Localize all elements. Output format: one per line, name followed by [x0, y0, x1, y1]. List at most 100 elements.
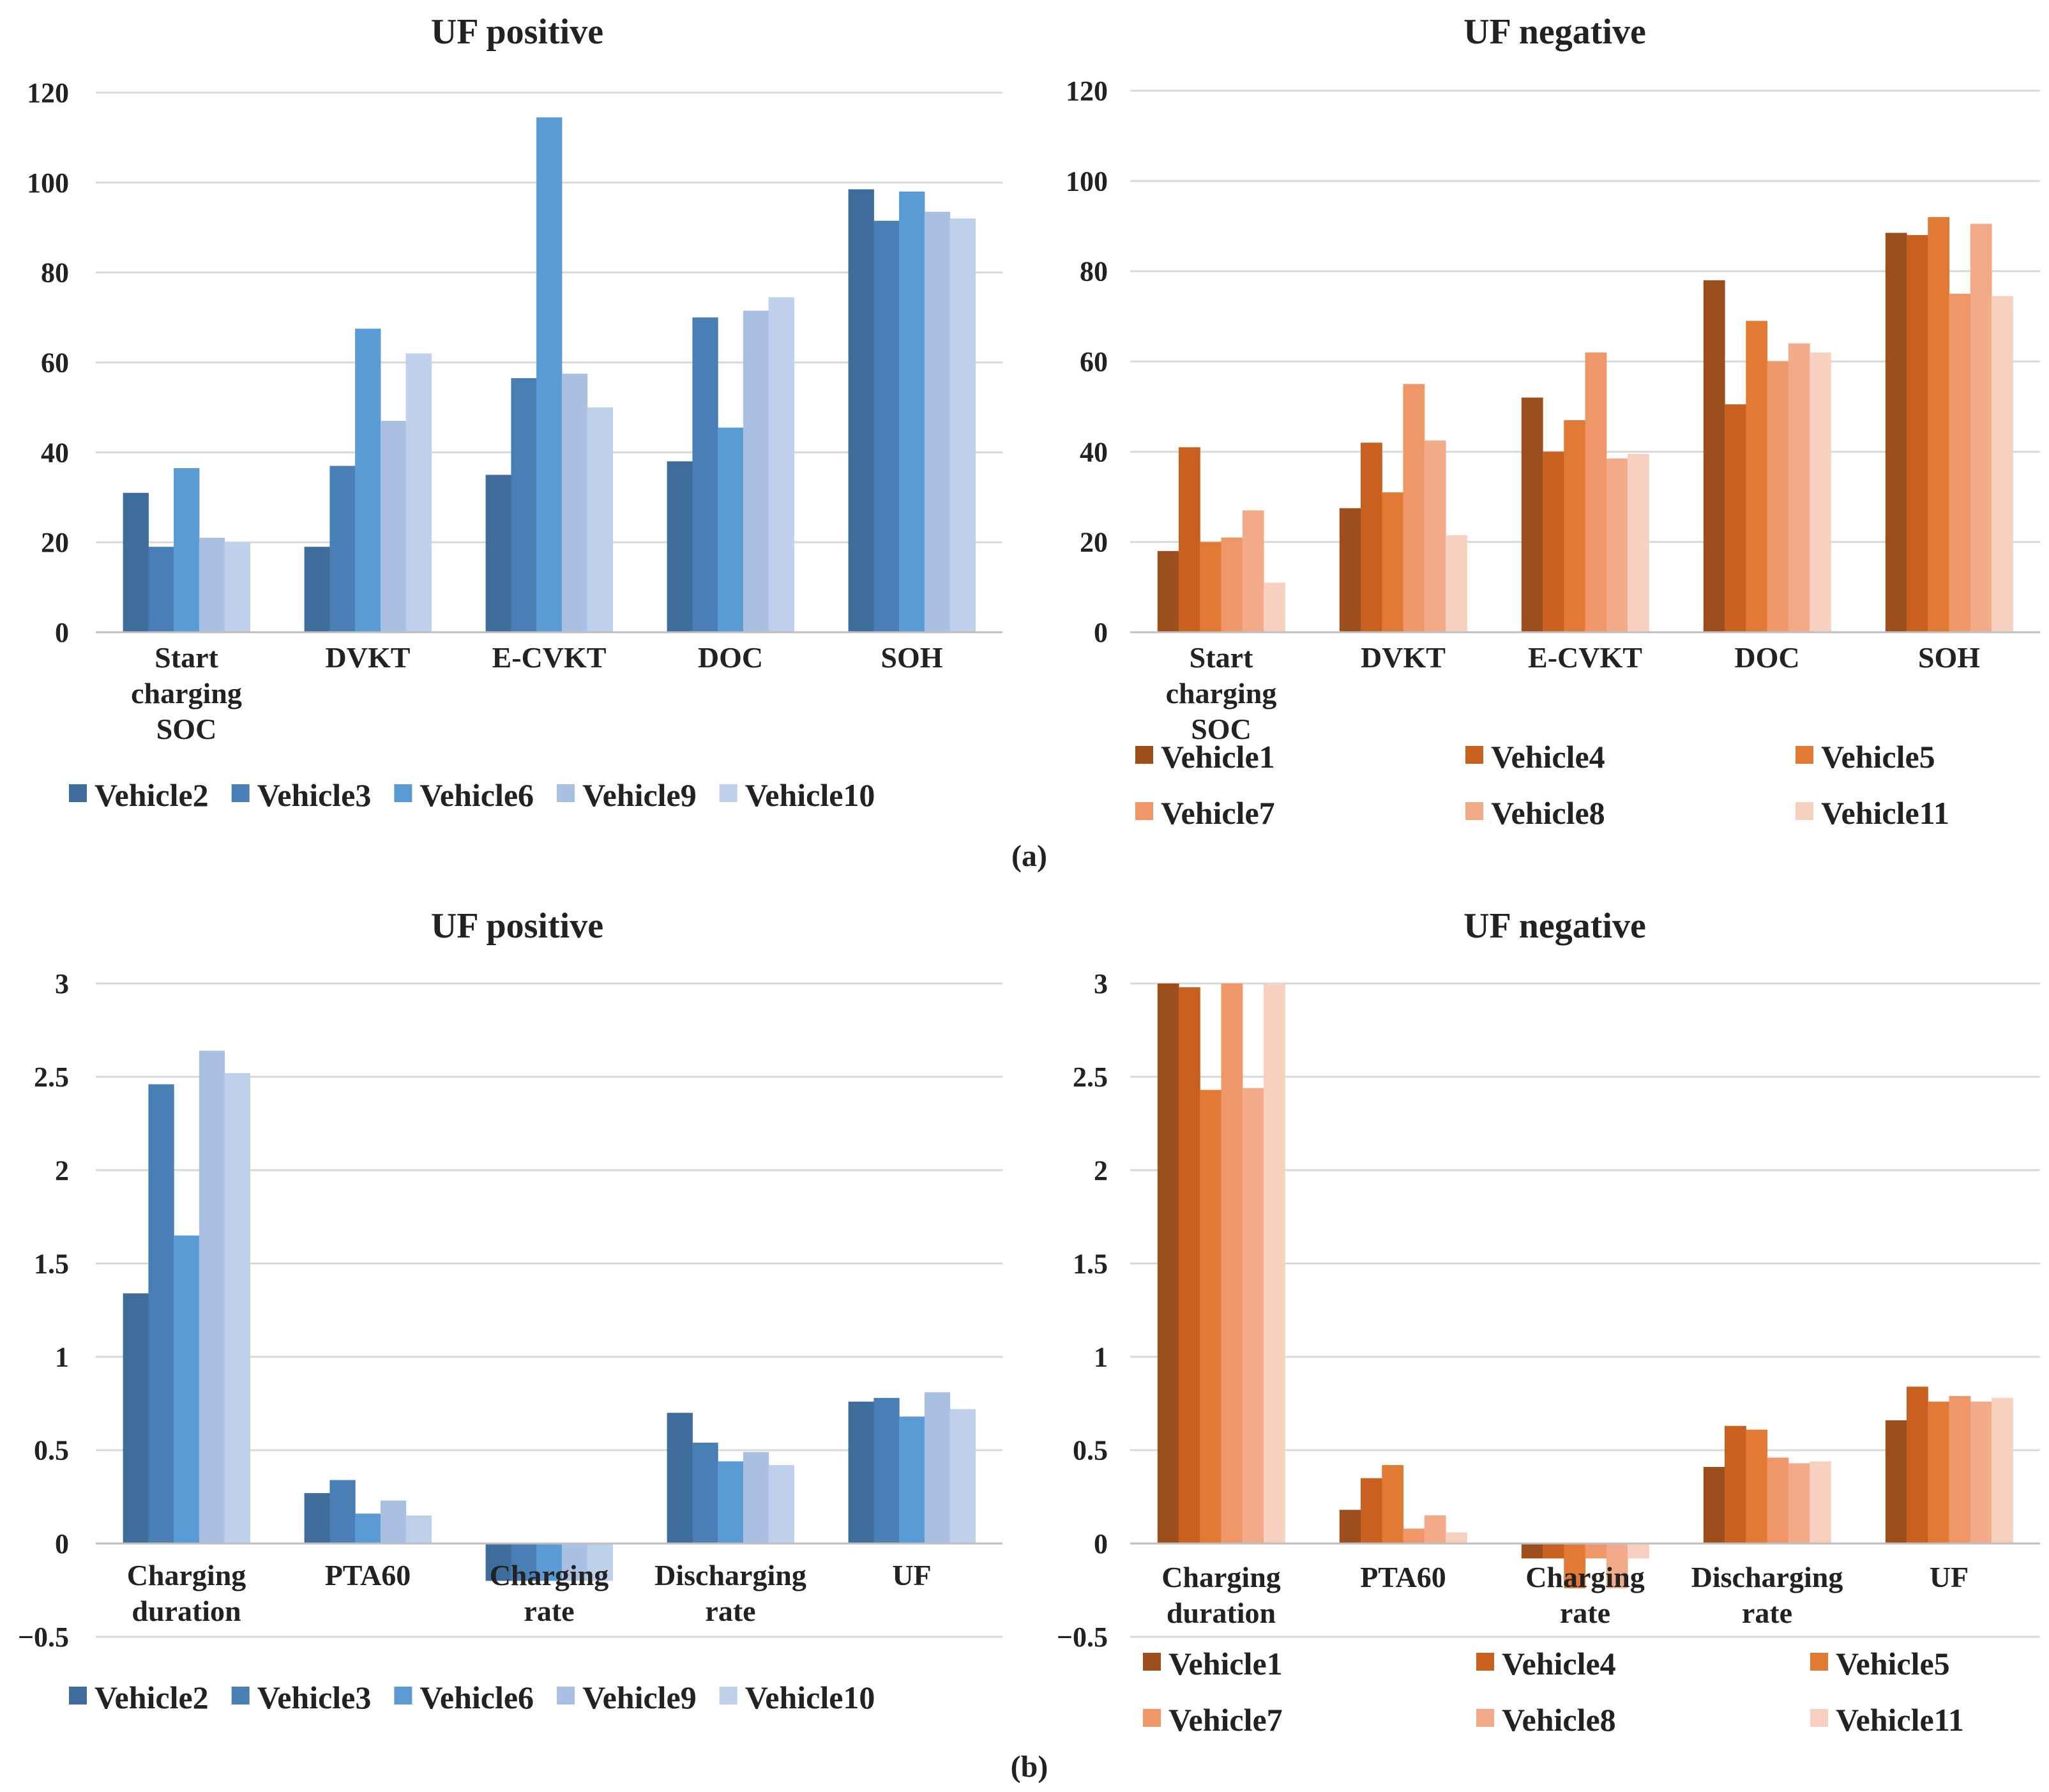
category-label: Start charging SOC — [1166, 641, 1277, 745]
y-tick-label: 2 — [55, 1155, 69, 1186]
y-tick-label: 0.5 — [1073, 1435, 1108, 1466]
y-tick-label: 3 — [55, 968, 69, 999]
bar-vehicle1 — [1521, 1543, 1543, 1559]
legend-swatch — [557, 784, 575, 802]
legend-label: Vehicle4 — [1502, 1646, 1616, 1682]
category-label: Charging rate — [490, 1559, 609, 1627]
chart-a-uf-negative: UF negative 0 20 40 60 80 100 120 Start charging S… — [1066, 12, 2040, 831]
y-tick-label: 60 — [1080, 346, 1108, 377]
legend-label: Vehicle8 — [1502, 1702, 1616, 1738]
y-tick-label: 1 — [1094, 1342, 1108, 1373]
category-label: SOH — [881, 641, 942, 674]
bar-vehicle5 — [1746, 321, 1768, 632]
bar-vehicle1 — [1885, 1420, 1907, 1544]
bar-vehicle6 — [174, 1235, 200, 1544]
bar-vehicle11 — [1810, 1461, 1831, 1544]
bar-vehicle10 — [224, 542, 250, 632]
bar-vehicle9 — [924, 1392, 951, 1544]
category-label: Charging duration — [1161, 1561, 1281, 1629]
category-label: UF — [1930, 1561, 1969, 1593]
legend-label: Vehicle7 — [1168, 1702, 1283, 1738]
bar-vehicle2 — [304, 547, 330, 632]
category-label: DVKT — [1361, 641, 1446, 674]
bar-vehicle7 — [1403, 384, 1425, 632]
y-tick-label: 20 — [41, 527, 69, 558]
category-label: E-CVKT — [492, 641, 607, 674]
bar-vehicle8 — [1970, 224, 1992, 632]
legend-label: Vehicle3 — [257, 777, 372, 813]
y-tick-label: 2 — [1094, 1155, 1108, 1186]
bar-vehicle9 — [743, 1452, 769, 1544]
bar-vehicle2 — [304, 1492, 330, 1544]
legend-label: Vehicle8 — [1491, 795, 1605, 831]
bar-vehicle6 — [355, 328, 381, 632]
bar-vehicle4 — [1361, 443, 1382, 632]
category-label: DVKT — [326, 641, 411, 674]
bar-vehicle11 — [1992, 296, 2013, 632]
bar-vehicle10 — [224, 1073, 250, 1544]
chart-b-uf-negative: UF negative 3 2.5 2 1.5 1 0.5 0 −0.5 Charging dura… — [1057, 906, 2040, 1738]
bar-vehicle4 — [1907, 1386, 1928, 1544]
chart-b-uf-positive: UF positive 3 2.5 2 1.5 1 0.5 0 −0.5 Charging dura… — [18, 906, 1002, 1715]
bar-vehicle1 — [1157, 983, 1179, 1544]
legend: Vehicle1 Vehicle4 Vehicle5 Vehicle7 Vehicle8… — [1135, 739, 1949, 831]
category-label: Discharging rate — [1691, 1561, 1843, 1629]
bar-vehicle2 — [848, 1401, 874, 1544]
bar-vehicle7 — [1767, 1457, 1789, 1544]
bar-vehicle4 — [1543, 1543, 1564, 1559]
bar-vehicle11 — [1264, 983, 1285, 1544]
legend-label: Vehicle9 — [582, 1680, 697, 1715]
legend: Vehicle2 Vehicle3 Vehicle6 Vehicle9 Vehicle1… — [69, 777, 875, 813]
legend-swatch — [1465, 802, 1483, 820]
legend-swatch — [1135, 802, 1153, 820]
bar-vehicle3 — [692, 1443, 718, 1544]
legend-swatch — [557, 1687, 575, 1705]
y-tick-label: 2.5 — [34, 1061, 69, 1093]
y-tick-label: 0.5 — [34, 1435, 69, 1466]
y-tick-label: 40 — [41, 437, 69, 468]
chart-title: UF negative — [1463, 906, 1646, 946]
bar-vehicle3 — [329, 1480, 356, 1544]
bar-vehicle11 — [1446, 1532, 1467, 1544]
bar-vehicle9 — [924, 211, 951, 633]
legend-label: Vehicle6 — [420, 777, 534, 813]
bar-vehicle7 — [1949, 1396, 1971, 1544]
legend-swatch — [231, 784, 250, 802]
y-tick-label: −0.5 — [18, 1621, 69, 1653]
legend-label: Vehicle2 — [95, 777, 209, 813]
legend-label: Vehicle11 — [1836, 1702, 1964, 1738]
bar-vehicle8 — [1424, 440, 1446, 632]
bar-vehicle4 — [1725, 1425, 1746, 1544]
bar-vehicle10 — [405, 353, 432, 632]
bar-vehicle6 — [718, 427, 744, 632]
legend-swatch — [1143, 1709, 1161, 1727]
bar-vehicle8 — [1970, 1401, 1992, 1544]
bar-vehicle1 — [1703, 1467, 1725, 1544]
category-label: UF — [892, 1559, 931, 1591]
bar-vehicle7 — [1767, 361, 1789, 632]
bar-vehicle3 — [873, 1397, 900, 1544]
legend-label: Vehicle11 — [1821, 795, 1949, 831]
legend-swatch — [1796, 746, 1813, 764]
bar-vehicle11 — [1810, 352, 1831, 632]
bar-vehicle11 — [1992, 1397, 2013, 1544]
bar-vehicle2 — [667, 1413, 693, 1544]
bar-vehicle3 — [692, 317, 718, 632]
legend-label: Vehicle5 — [1836, 1646, 1950, 1682]
y-tick-label: 80 — [1080, 256, 1108, 287]
bar-vehicle8 — [1606, 458, 1628, 632]
bar-vehicle5 — [1928, 216, 1950, 632]
bar-vehicle3 — [329, 466, 356, 632]
bar-vehicle6 — [718, 1461, 744, 1544]
y-tick-label: 0 — [55, 1528, 69, 1560]
bar-vehicle5 — [1564, 420, 1586, 632]
bar-vehicle10 — [949, 218, 976, 632]
y-tick-label: 80 — [41, 257, 69, 289]
bar-vehicle1 — [1339, 508, 1361, 632]
bar-vehicle7 — [1585, 352, 1607, 632]
bar-vehicle2 — [667, 461, 693, 632]
bar-vehicle10 — [405, 1515, 432, 1544]
category-label: PTA60 — [1360, 1561, 1446, 1593]
bar-vehicle5 — [1564, 1543, 1586, 1588]
